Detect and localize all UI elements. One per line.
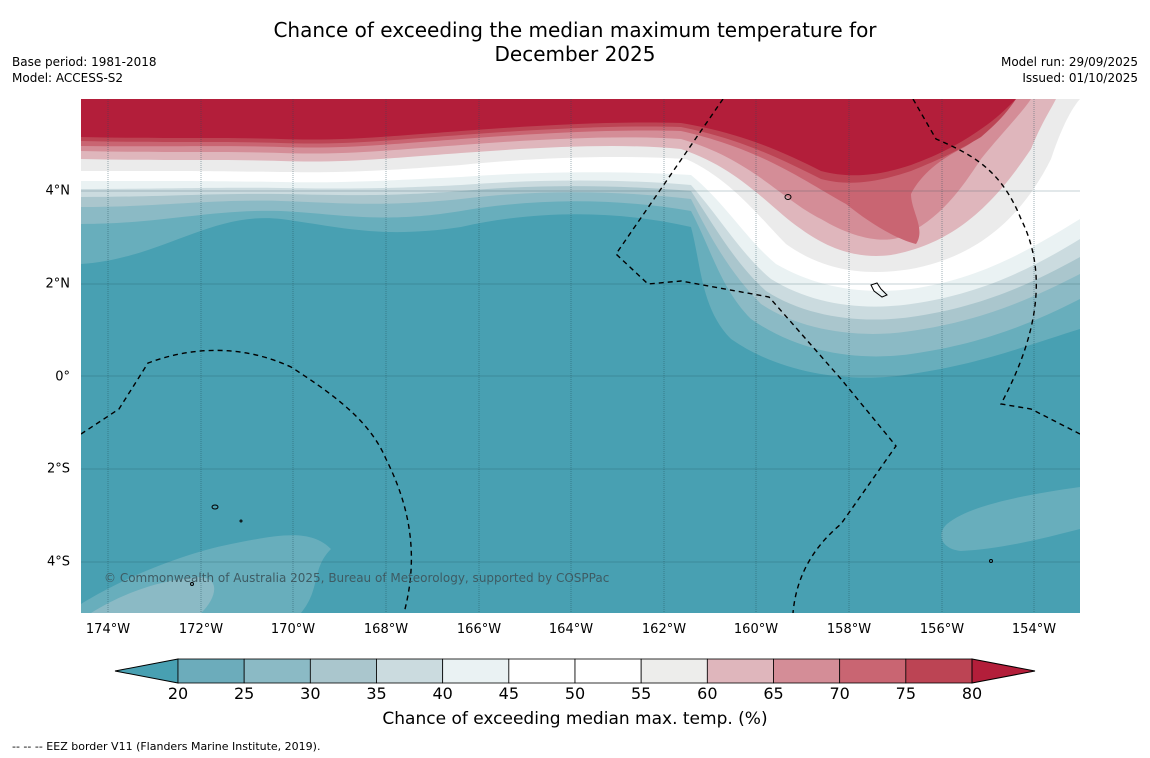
colorbar-boxes — [177, 658, 973, 684]
island — [239, 519, 243, 523]
issued-date: Issued: 01/10/2025 — [1022, 71, 1138, 85]
colorbar-segment — [773, 658, 841, 684]
colorbar-segment — [309, 658, 377, 684]
colorbar-tick-label: 40 — [432, 684, 453, 703]
colorbar-segment — [905, 658, 973, 684]
colorbar-high-arrow — [971, 658, 1036, 684]
lat-label-4n: 4°N — [45, 183, 71, 199]
lon-label-154w: 154°W — [1011, 622, 1057, 637]
colorbar-tick-label: 65 — [763, 684, 784, 703]
model-name: Model: ACCESS-S2 — [12, 71, 124, 85]
meta-left: Base period: 1981-2018 Model: ACCESS-S2 — [12, 54, 157, 86]
colorbar — [114, 658, 1036, 684]
eez-border-central — [615, 99, 897, 613]
colorbar-segment — [177, 658, 245, 684]
base-period: Base period: 1981-2018 — [12, 55, 157, 69]
colorbar-segment — [640, 658, 708, 684]
island — [784, 194, 792, 200]
colorbar-tick-label: 80 — [961, 684, 983, 703]
lon-label-162w: 162°W — [641, 622, 687, 637]
graticule — [107, 99, 1035, 613]
lat-label-2n: 2°N — [45, 276, 71, 292]
colorbar-segment — [243, 658, 311, 684]
lon-label-166w: 166°W — [456, 622, 502, 637]
lon-label-172w: 172°W — [178, 622, 224, 637]
colorbar-segment — [376, 658, 444, 684]
model-run: Model run: 29/09/2025 — [1000, 55, 1138, 69]
contour-region-30 — [91, 577, 215, 613]
colorbar-segment — [508, 658, 576, 684]
lat-label-2s: 2°S — [46, 461, 70, 477]
parallels — [81, 190, 1080, 563]
eez-legend: -- -- -- EEZ border V11 (Flanders Marine… — [12, 740, 321, 753]
colorbar-low-arrow — [114, 658, 179, 684]
lon-label-158w: 158°W — [826, 622, 872, 637]
colorbar-tick-label: 45 — [498, 684, 520, 703]
colorbar-tick-label: 60 — [697, 684, 718, 703]
lat-label-4s: 4°S — [46, 554, 70, 570]
island — [870, 282, 888, 298]
lon-label-174w: 174°W — [85, 622, 131, 637]
title-line-2: December 2025 — [494, 42, 656, 66]
colorbar-tick-label: 35 — [366, 684, 387, 703]
colorbar-tick-label: 75 — [895, 684, 917, 703]
copyright-notice: © Commonwealth of Australia 2025, Bureau… — [104, 571, 610, 585]
colorbar-title: Chance of exceeding median max. temp. (%… — [382, 709, 768, 729]
lon-label-164w: 164°W — [548, 622, 594, 637]
chart-title: Chance of exceeding the median maximum t… — [0, 18, 1150, 66]
lon-label-170w: 170°W — [270, 622, 316, 637]
eez-border-east — [912, 99, 1080, 435]
colorbar-segment — [706, 658, 774, 684]
title-line-1: Chance of exceeding the median maximum t… — [273, 18, 877, 42]
colorbar-tick-label: 55 — [630, 684, 652, 703]
contour-region-80 — [81, 99, 1016, 176]
colorbar-segment — [839, 658, 907, 684]
lon-label-160w: 160°W — [733, 622, 779, 637]
eez-borders — [81, 99, 1080, 613]
colorbar-tick-label: 25 — [233, 684, 255, 703]
island — [211, 504, 219, 510]
islands — [190, 194, 993, 586]
colorbar-segment — [574, 658, 642, 684]
meta-right: Model run: 29/09/2025 Issued: 01/10/2025 — [1001, 54, 1138, 86]
lon-label-156w: 156°W — [919, 622, 965, 637]
contour-region-25-east — [941, 487, 1080, 551]
lon-label-168w: 168°W — [363, 622, 409, 637]
island — [989, 559, 993, 563]
eez-border-west — [81, 349, 413, 613]
colorbar-tick-label: 50 — [564, 684, 586, 703]
colorbar-tick-label: 30 — [300, 684, 321, 703]
island — [190, 582, 194, 586]
colorbar-tick-label: 20 — [167, 684, 189, 703]
lat-label-0: 0° — [55, 369, 70, 385]
forecast-map[interactable] — [81, 99, 1080, 613]
colorbar-segment — [442, 658, 510, 684]
colorbar-tick-label: 70 — [829, 684, 850, 703]
